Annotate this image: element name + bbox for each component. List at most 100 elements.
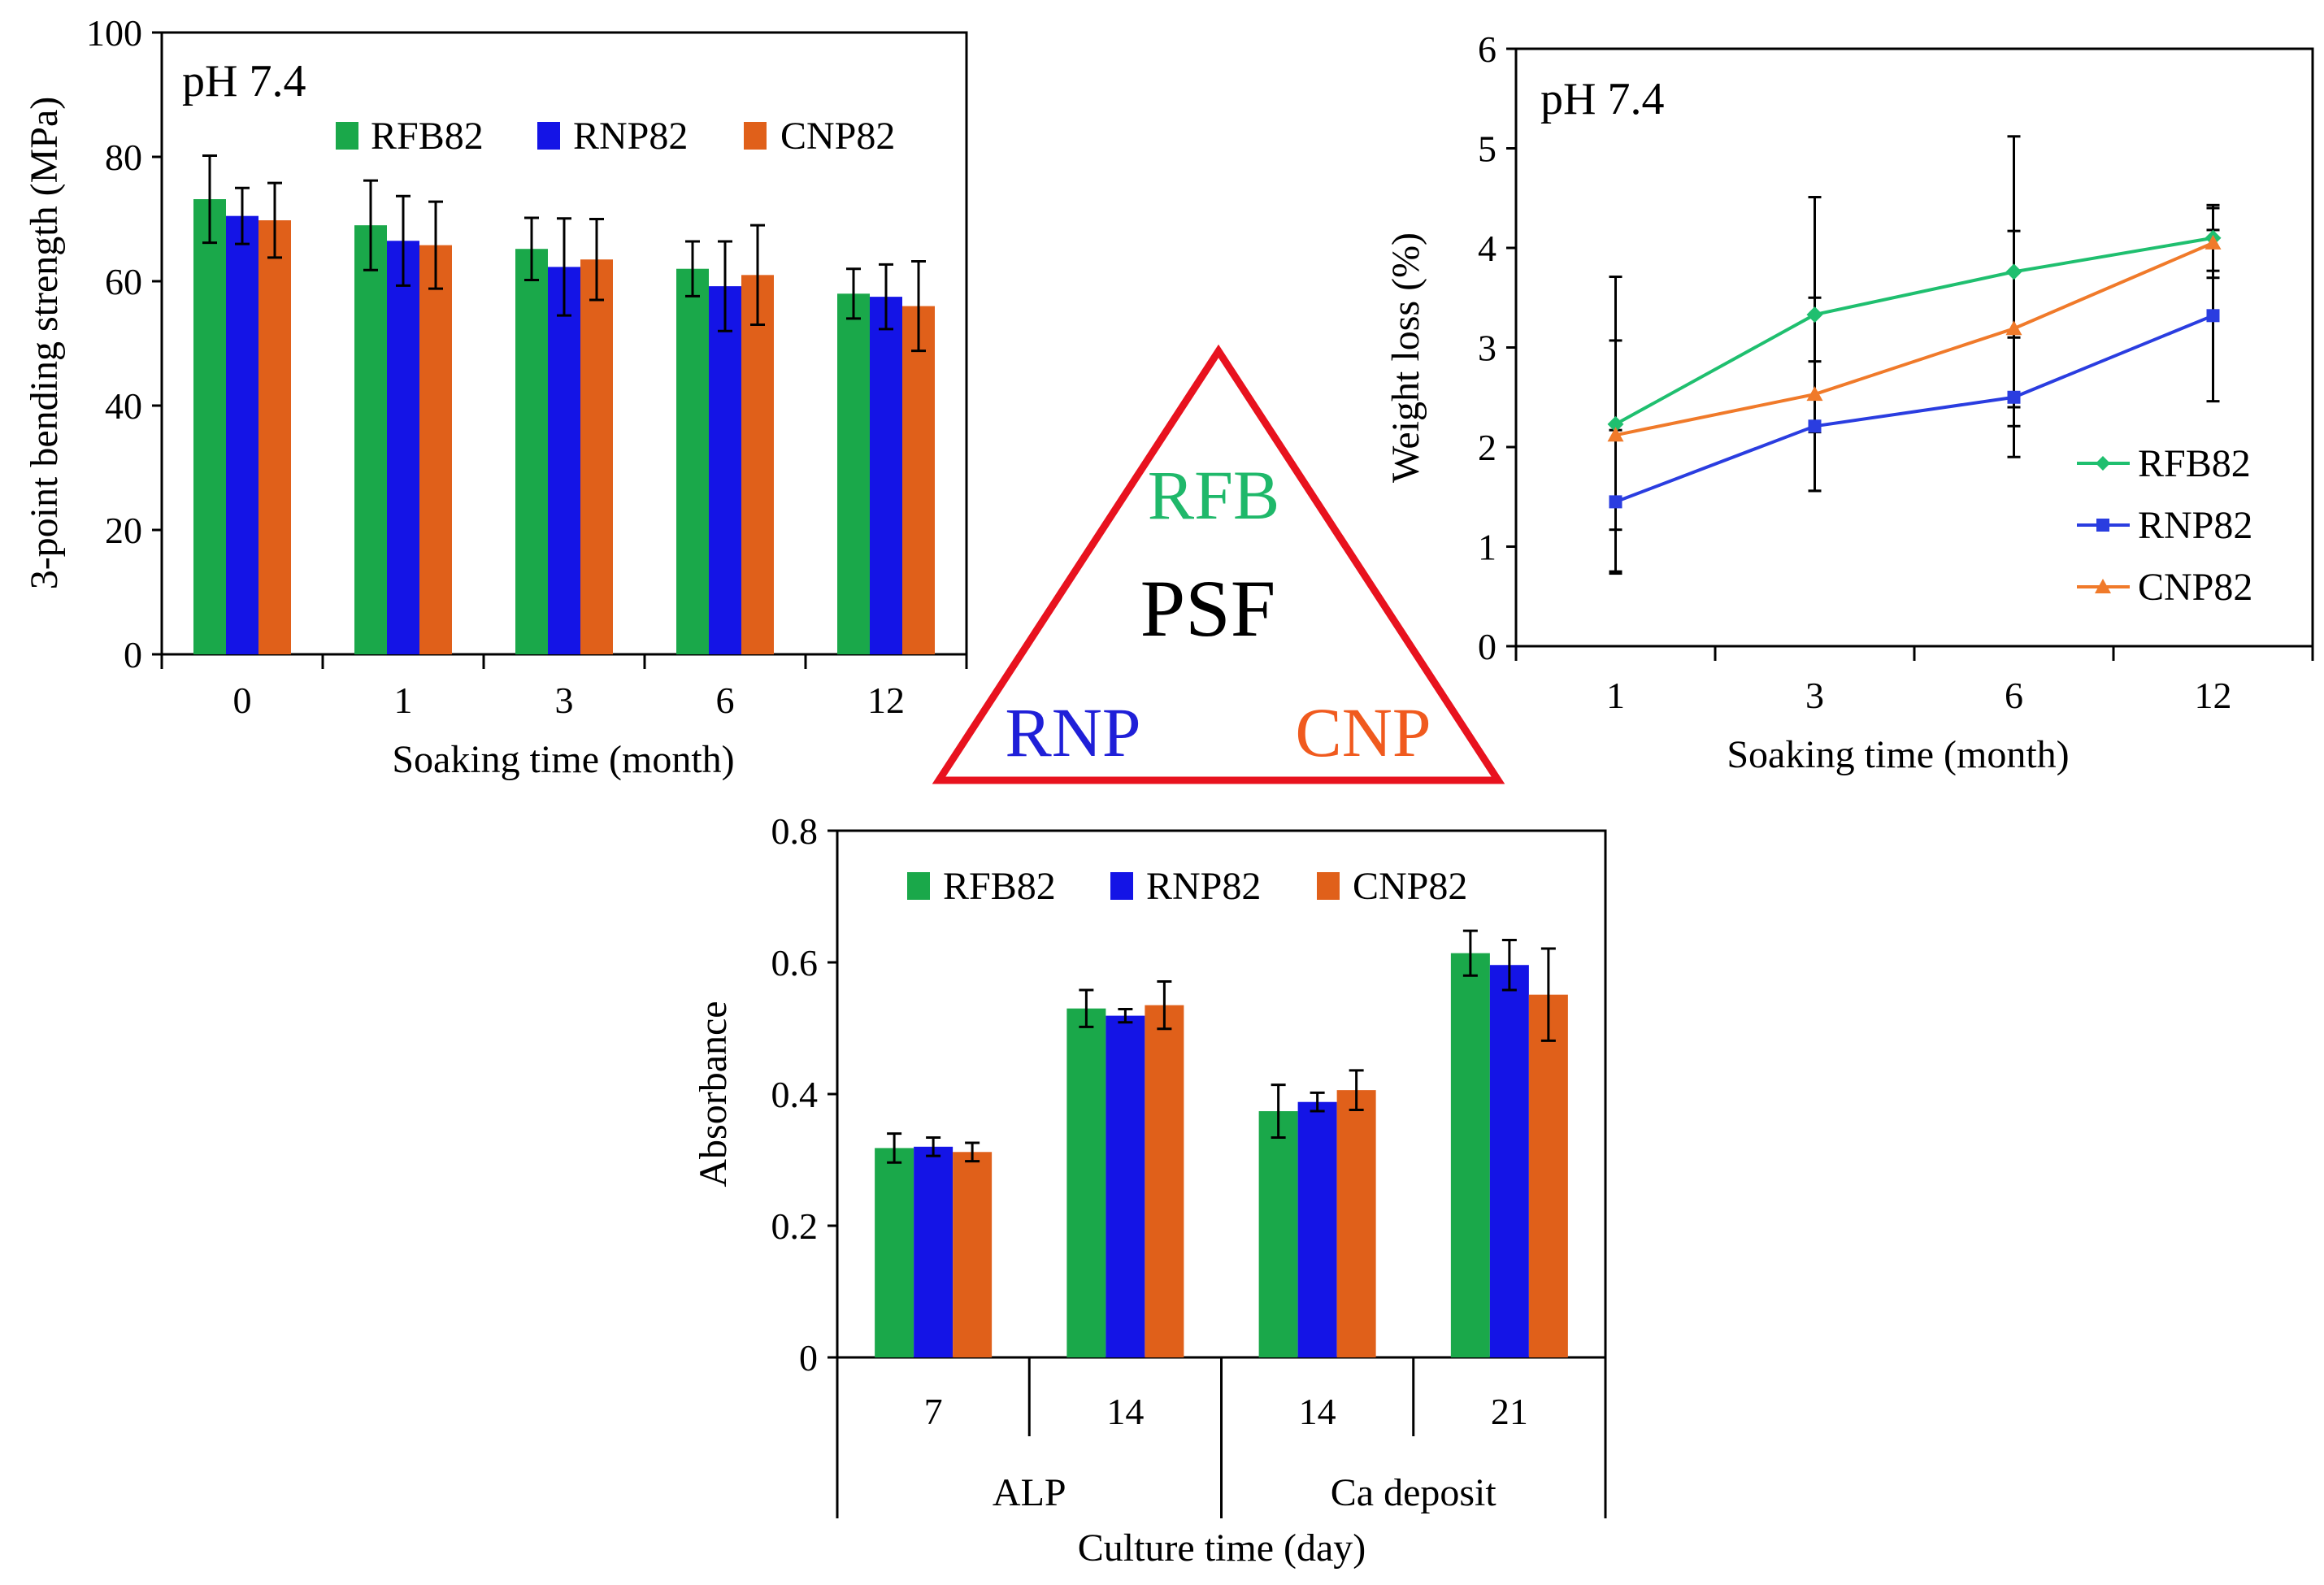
bar-rnp82-3 xyxy=(548,267,580,654)
y-tick-label: 3 xyxy=(1478,328,1496,369)
legend-swatch-rnp82 xyxy=(537,122,560,150)
y-tick-label: 0.2 xyxy=(771,1205,819,1247)
x-tick-label: 12 xyxy=(2195,675,2232,716)
legend-label-rfb82: RFB82 xyxy=(371,115,484,158)
y-axis-label: 3-point bending strength (MPa) xyxy=(23,97,66,590)
bar-cnp82-0 xyxy=(258,220,291,654)
x-tick-label: 6 xyxy=(2005,675,2023,716)
legend-swatch-cnp82 xyxy=(744,122,767,150)
legend-label-rnp82: RNP82 xyxy=(1146,865,1261,908)
point-cnp82-1 xyxy=(1607,427,1624,442)
x-tick-label: 3 xyxy=(1805,675,1824,716)
absorbance-chart: 0 0.2 0.4 0.6 0.8 7 14 14 21 ALP Ca deposit Cultur… xyxy=(692,810,1607,1570)
x-tick-label: 14 xyxy=(1299,1391,1336,1432)
point-cnp82-12 xyxy=(2205,234,2222,250)
y-tick-label: 0.8 xyxy=(771,810,819,852)
legend-swatch-rfb82 xyxy=(907,872,930,900)
x-tick-label: 12 xyxy=(867,680,905,721)
x-axis-label: Culture time (day) xyxy=(1078,1526,1366,1570)
bar-rfb82-6 xyxy=(676,268,709,654)
x-tick-label: 6 xyxy=(716,680,735,721)
bar-rfb82-1 xyxy=(354,225,387,654)
point-rfb82-3 xyxy=(1806,306,1823,324)
triangle-label-rfb: RFB xyxy=(1148,456,1280,534)
legend-label-rfb82: RFB82 xyxy=(2138,442,2251,485)
bar-rfb82-1 xyxy=(1066,1008,1106,1357)
bar-rnp82-12 xyxy=(870,297,902,654)
bar-rfb82-12 xyxy=(837,293,870,654)
legend-swatch-cnp82 xyxy=(1317,872,1340,900)
y-tick-label: 0 xyxy=(799,1337,818,1379)
triangle-label-cnp: CNP xyxy=(1295,693,1431,771)
bar-rnp82-2 xyxy=(1297,1101,1337,1357)
legend-label-rnp82: RNP82 xyxy=(573,115,688,158)
point-rnp82-12 xyxy=(2206,309,2220,323)
triangle-label-psf: PSF xyxy=(1140,563,1276,654)
x-tick-label: 1 xyxy=(1606,675,1625,716)
x-axis-label: Soaking time (month) xyxy=(1727,733,2069,776)
annotation-ph: pH 7.4 xyxy=(1540,74,1664,124)
y-tick-label: 0 xyxy=(124,634,142,675)
line-cnp82 xyxy=(1615,241,2214,437)
bar-cnp82-3 xyxy=(1528,994,1568,1357)
x-tick-label: 1 xyxy=(394,680,413,721)
legend-label-cnp82: CNP82 xyxy=(780,115,895,158)
y-axis-label: Weight loss (%) xyxy=(1384,232,1427,483)
y-tick-label: 4 xyxy=(1478,228,1496,269)
legend-label-cnp82: CNP82 xyxy=(2138,566,2252,609)
psf-triangle-diagram: RFB PSF RNP CNP xyxy=(932,344,1505,784)
bar-rnp82-1 xyxy=(387,241,419,654)
y-tick-label: 0 xyxy=(1478,626,1496,667)
point-cnp82-6 xyxy=(2005,320,2022,336)
bar-cnp82-2 xyxy=(1336,1090,1376,1357)
bar-cnp82-6 xyxy=(741,275,774,654)
legend: RFB82 RNP82 CNP82 xyxy=(2077,442,2252,609)
bar-cnp82-3 xyxy=(580,259,613,654)
bar-rnp82-0 xyxy=(914,1146,953,1357)
plot-frame xyxy=(1514,47,2314,648)
x-tick-label: 0 xyxy=(233,680,252,721)
bar-rfb82-0 xyxy=(875,1148,914,1357)
x-tick-label: 21 xyxy=(1491,1391,1528,1432)
y-tick-label: 100 xyxy=(86,12,142,54)
line-rnp82 xyxy=(1614,314,2214,504)
x-axis-label: Soaking time (month) xyxy=(392,738,734,781)
bar-rnp82-3 xyxy=(1489,965,1529,1357)
legend: RFB82 RNP82 CNP82 xyxy=(336,115,895,158)
bar-cnp82-12 xyxy=(902,306,935,654)
legend-label-rfb82: RFB82 xyxy=(943,865,1056,908)
legend-marker-rnp82 xyxy=(2096,519,2109,532)
group-label-alp: ALP xyxy=(993,1471,1066,1514)
x-tick-label: 14 xyxy=(1106,1391,1144,1432)
x-tick-label: 3 xyxy=(555,680,574,721)
y-tick-label: 1 xyxy=(1478,527,1496,568)
y-tick-label: 20 xyxy=(105,510,142,551)
y-tick-label: 80 xyxy=(105,137,142,178)
legend-swatch-rfb82 xyxy=(336,122,358,150)
bending-strength-chart: 0 20 40 60 80 100 0 1 3 6 12 pH 7.4 Soaking time (… xyxy=(23,12,968,781)
bar-rfb82-3 xyxy=(515,249,548,654)
absorbance-marks: 0 0.2 0.4 0.6 0.8 7 14 14 21 ALP Ca deposit xyxy=(771,810,1607,1518)
bar-cnp82-1 xyxy=(419,245,452,654)
legend-label-rnp82: RNP82 xyxy=(2138,504,2252,547)
legend-marker-rfb82 xyxy=(2096,456,2110,471)
annotation-ph: pH 7.4 xyxy=(182,56,306,106)
point-rfb82-1 xyxy=(1607,415,1624,432)
point-rnp82-3 xyxy=(1808,419,1822,433)
y-tick-label: 40 xyxy=(105,385,142,427)
bending-strength-marks: 0 20 40 60 80 100 0 1 3 6 12 xyxy=(86,12,968,721)
y-tick-label: 60 xyxy=(105,261,142,302)
bar-rnp82-0 xyxy=(226,215,258,654)
triangle-outline xyxy=(932,344,1505,784)
bar-cnp82-0 xyxy=(953,1152,993,1357)
y-tick-label: 0.4 xyxy=(771,1074,819,1115)
bar-rfb82-3 xyxy=(1450,953,1490,1357)
y-axis-label: Absorbance xyxy=(692,1001,735,1187)
bar-rnp82-1 xyxy=(1106,1015,1145,1357)
point-rfb82-6 xyxy=(2005,263,2022,280)
point-cnp82-3 xyxy=(1806,386,1823,402)
y-tick-label: 5 xyxy=(1478,128,1496,170)
